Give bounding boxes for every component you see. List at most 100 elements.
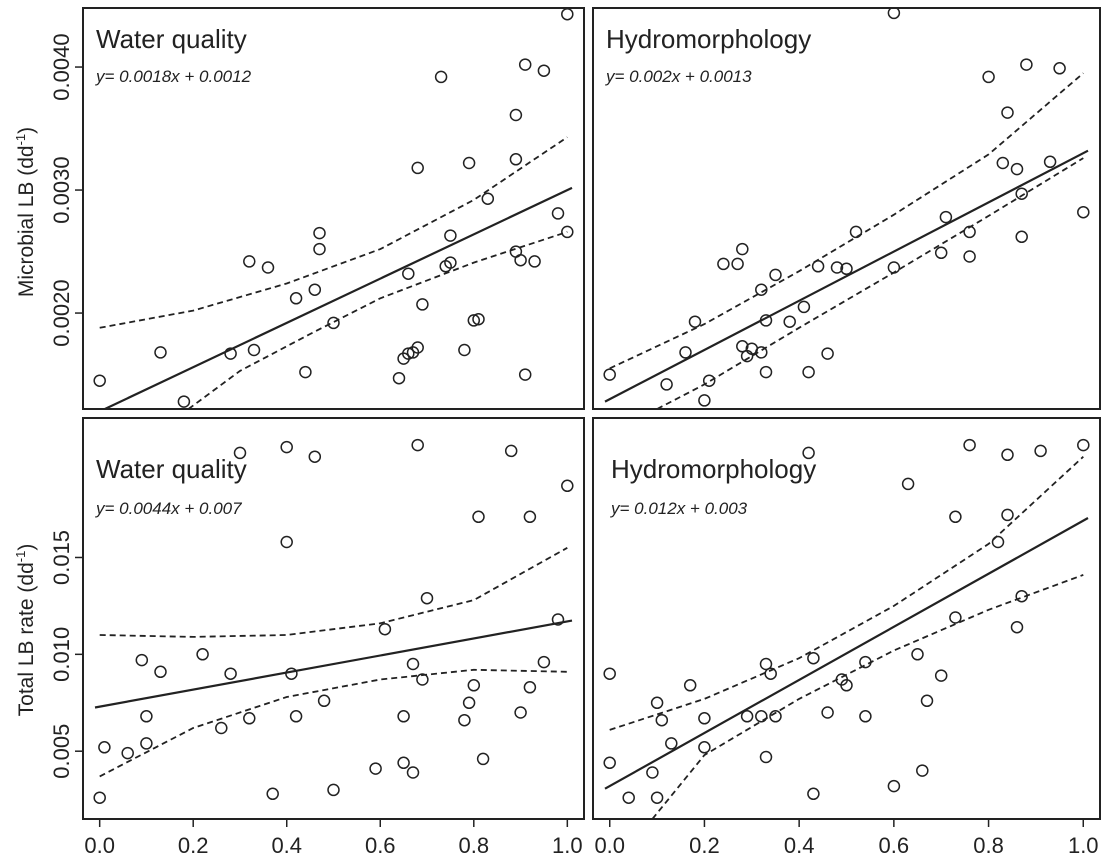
data-point: [920, 694, 934, 708]
data-point: [406, 657, 420, 671]
data-point: [402, 267, 415, 280]
data-point: [177, 395, 191, 408]
data-point: [911, 648, 924, 661]
data-point: [561, 8, 574, 21]
x-tick-label: 0.6: [365, 833, 396, 858]
data-point: [551, 613, 565, 626]
data-point: [93, 791, 106, 804]
data-point: [523, 510, 537, 524]
data-point: [289, 710, 303, 723]
data-point: [1034, 444, 1047, 458]
data-point: [603, 368, 616, 381]
data-point: [224, 347, 237, 360]
data-point: [736, 242, 749, 256]
data-point: [603, 756, 616, 770]
panel-hydromorphology-microbial: Hydromorphology y= 0.002x + 0.0013: [592, 7, 1101, 410]
data-point: [518, 58, 532, 71]
data-point: [840, 262, 853, 276]
confidence-band-upper: [99, 136, 568, 329]
panel-title: Hydromorphology: [606, 24, 811, 54]
data-point: [509, 108, 523, 122]
data-point: [462, 156, 476, 170]
data-point: [963, 438, 976, 452]
y-tick-label: 0.005: [49, 724, 74, 779]
data-point: [518, 368, 532, 381]
data-point: [289, 292, 303, 305]
regression-line: [604, 517, 1089, 790]
panel-hydromorphology-total: Hydromorphology y= 0.012x + 0.003 0.0 0.2…: [592, 417, 1101, 858]
regression-line: [94, 619, 573, 709]
data-point: [406, 766, 420, 779]
confidence-band-lower: [99, 668, 568, 778]
data-point: [1053, 62, 1066, 75]
y-tick-label: 0.010: [49, 627, 74, 682]
data-point: [1043, 155, 1057, 169]
data-point: [140, 737, 153, 750]
data-point: [378, 622, 392, 636]
data-point: [963, 250, 976, 263]
data-point: [783, 315, 796, 328]
data-point: [514, 253, 527, 267]
data-point: [740, 710, 754, 723]
panel-water-quality-microbial: Water quality y= 0.0018x + 0.0012 0.0020…: [49, 7, 585, 410]
data-point: [420, 591, 434, 605]
regression-equation: y= 0.0018x + 0.0012: [95, 67, 252, 86]
data-point: [476, 752, 490, 766]
x-tick-label: 0.4: [271, 833, 302, 858]
data-point: [135, 653, 149, 667]
data-point: [755, 346, 768, 359]
data-point: [444, 229, 457, 242]
data-point: [313, 242, 326, 256]
data-point: [472, 510, 485, 524]
regression-line: [604, 149, 1089, 403]
data-point: [949, 611, 962, 624]
data-point: [392, 371, 406, 385]
data-point: [698, 741, 711, 754]
x-tick-label: 0.8: [458, 833, 489, 858]
data-point: [807, 651, 820, 665]
data-point: [916, 764, 929, 777]
data-point: [802, 446, 815, 460]
data-point: [650, 696, 664, 710]
data-point: [402, 347, 415, 360]
x-tick-label: 0.2: [178, 833, 209, 858]
data-point: [736, 340, 749, 353]
y-axis-label-microbial-lb: Microbial LB (dd-1): [13, 127, 38, 297]
data-point: [285, 667, 298, 680]
data-point: [698, 394, 711, 407]
data-point: [1015, 230, 1028, 244]
data-point: [523, 681, 537, 694]
data-point: [299, 365, 312, 379]
data-point: [327, 316, 340, 330]
data-point: [991, 535, 1005, 549]
data-point: [1010, 162, 1024, 176]
data-point: [802, 365, 815, 379]
data-point: [603, 667, 616, 680]
data-point: [1015, 187, 1028, 200]
data-point: [327, 783, 340, 797]
data-point: [769, 268, 782, 282]
x-tick-label: 1.0: [1068, 833, 1099, 858]
x-tick-label: 0.2: [689, 833, 720, 858]
data-point: [434, 70, 448, 84]
data-point: [458, 713, 471, 727]
data-point: [98, 741, 111, 754]
plot-content: [603, 8, 1090, 409]
data-point: [280, 440, 293, 454]
data-point: [688, 315, 702, 328]
data-point: [215, 721, 228, 735]
data-point: [1001, 448, 1014, 462]
data-point: [717, 257, 730, 271]
regression-line: [102, 186, 573, 409]
data-point: [93, 374, 106, 387]
data-point: [561, 479, 574, 493]
data-point: [397, 756, 410, 770]
data-point: [1015, 589, 1028, 603]
data-point: [411, 438, 424, 452]
data-point: [840, 679, 853, 692]
data-point: [266, 787, 279, 801]
data-point: [996, 156, 1010, 170]
data-point: [949, 510, 962, 524]
confidence-band-upper: [99, 547, 568, 638]
data-point: [759, 365, 773, 379]
